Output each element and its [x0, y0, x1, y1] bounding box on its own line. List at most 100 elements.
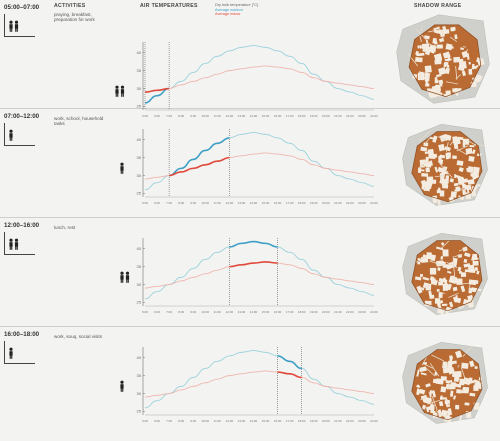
x-tick-label: 8:00 — [178, 310, 184, 314]
legend-indoor: Average indoor — [215, 12, 241, 17]
x-tick-label: 21:00 — [334, 310, 342, 314]
row-separator — [0, 217, 500, 218]
shadow-range-map — [402, 233, 488, 316]
x-tick-label: 10:00 — [202, 419, 210, 423]
x-tick-label: 23:00 — [358, 310, 366, 314]
x-tick-label: 23:00 — [358, 114, 366, 118]
outdoor-highlight-line — [169, 137, 230, 177]
y-tick-label: 35 — [137, 155, 142, 160]
x-tick-label: 24:00 — [370, 201, 378, 205]
x-tick-label: 22:00 — [346, 419, 354, 423]
x-tick-label: 5:00 — [142, 114, 148, 118]
y-tick-label: 30 — [137, 86, 142, 91]
activity-text: work, souq, social visits — [54, 334, 102, 339]
person-icon — [9, 129, 13, 141]
x-tick-label: 7:00 — [166, 201, 172, 205]
chart-people-icon — [118, 270, 132, 288]
x-tick-label: 13:00 — [238, 114, 246, 118]
x-tick-label: 12:00 — [226, 419, 234, 423]
x-tick-label: 7:00 — [166, 310, 172, 314]
y-tick-label: 25 — [137, 409, 142, 414]
temperature-chart: 25 30 35 40 5:00 6:00 7:00 8:00 9:00 10:00 11:00 12… — [137, 42, 378, 118]
shadow-map-wrap — [398, 228, 494, 323]
temperature-chart: 25 30 35 40 5:00 6:00 7:00 8:00 9:00 10:00 11:00 12… — [137, 238, 378, 314]
period-row: 12:00–16:00 lunch, rest 25 30 35 40 5:00 6:00 7:… — [0, 218, 500, 326]
y-tick-label: 40 — [137, 355, 142, 360]
x-tick-label: 16:00 — [274, 201, 282, 205]
chart-people-icon — [118, 161, 132, 179]
x-tick-label: 11:00 — [214, 114, 222, 118]
x-tick-label: 15:00 — [262, 310, 270, 314]
shadow-range-header: SHADOW RANGE — [414, 3, 462, 9]
x-tick-label: 22:00 — [346, 310, 354, 314]
x-tick-label: 10:00 — [202, 201, 210, 205]
people-icon — [115, 85, 125, 97]
x-tick-label: 20:00 — [322, 419, 330, 423]
y-tick-label: 40 — [137, 137, 142, 142]
x-tick-label: 9:00 — [190, 201, 196, 205]
temperature-chart: 25 30 35 40 5:00 6:00 7:00 8:00 9:00 10:00 11:00 12… — [137, 129, 378, 205]
x-tick-label: 21:00 — [334, 114, 342, 118]
x-tick-label: 17:00 — [286, 201, 294, 205]
person-icon-wrap — [7, 19, 21, 37]
x-tick-label: 22:00 — [346, 201, 354, 205]
x-tick-label: 6:00 — [154, 114, 160, 118]
x-tick-label: 18:00 — [298, 419, 306, 423]
shadow-map-wrap — [392, 12, 496, 109]
x-tick-label: 14:00 — [250, 201, 258, 205]
activities-header: ACTIVITIES — [54, 3, 86, 9]
x-tick-label: 21:00 — [334, 419, 342, 423]
x-tick-label: 14:00 — [250, 310, 258, 314]
x-tick-label: 20:00 — [322, 310, 330, 314]
x-tick-label: 16:00 — [274, 114, 282, 118]
indoor-highlight-line — [144, 87, 170, 93]
activity-text: praying, breakfast, preparation for work — [54, 12, 95, 23]
period-time: 07:00–12:00 — [4, 113, 40, 120]
x-tick-label: 23:00 — [358, 201, 366, 205]
x-tick-label: 21:00 — [334, 201, 342, 205]
x-tick-label: 11:00 — [214, 310, 222, 314]
y-tick-label: 35 — [137, 68, 142, 73]
x-tick-label: 16:00 — [274, 419, 282, 423]
x-tick-label: 23:00 — [358, 419, 366, 423]
shadow-range-map — [402, 124, 488, 207]
y-tick-label: 35 — [137, 373, 142, 378]
activity-text: lunch, rest — [54, 225, 76, 230]
period-time: 16:00–18:00 — [4, 331, 40, 338]
shadow-map-wrap — [398, 337, 494, 432]
x-tick-label: 8:00 — [178, 201, 184, 205]
x-tick-label: 6:00 — [154, 201, 160, 205]
x-tick-label: 18:00 — [298, 114, 306, 118]
outdoor-highlight-line — [144, 87, 170, 104]
period-time: 12:00–16:00 — [4, 222, 40, 229]
x-tick-label: 19:00 — [310, 419, 318, 423]
person-icon-wrap — [7, 346, 21, 364]
chart-people-icon — [118, 379, 132, 397]
person-icon — [9, 347, 13, 359]
indoor-highlight-line — [277, 371, 302, 379]
x-tick-label: 20:00 — [322, 201, 330, 205]
shadow-range-map — [402, 342, 488, 424]
outdoor-highlight-line — [277, 355, 302, 370]
icon-frame — [4, 232, 35, 255]
outdoor-series-line — [144, 350, 375, 409]
activity-text: work, school, household tasks — [54, 116, 104, 127]
x-tick-label: 19:00 — [310, 201, 318, 205]
y-tick-label: 25 — [137, 191, 142, 196]
x-tick-label: 18:00 — [298, 310, 306, 314]
x-tick-label: 6:00 — [154, 310, 160, 314]
x-tick-label: 5:00 — [142, 310, 148, 314]
y-tick-label: 30 — [137, 173, 142, 178]
indoor-series-line — [144, 370, 375, 398]
indoor-series-line — [144, 152, 375, 180]
person-icon-wrap — [7, 237, 21, 255]
outdoor-highlight-line — [229, 240, 278, 248]
x-tick-label: 12:00 — [226, 310, 234, 314]
x-tick-label: 9:00 — [190, 114, 196, 118]
shadow-map-wrap — [398, 119, 494, 214]
x-tick-label: 7:00 — [166, 114, 172, 118]
x-tick-label: 9:00 — [190, 419, 196, 423]
x-tick-label: 10:00 — [202, 310, 210, 314]
y-tick-label: 40 — [137, 246, 142, 251]
period-row: 05:00–07:00 praying, breakfast, preparati… — [0, 0, 500, 118]
